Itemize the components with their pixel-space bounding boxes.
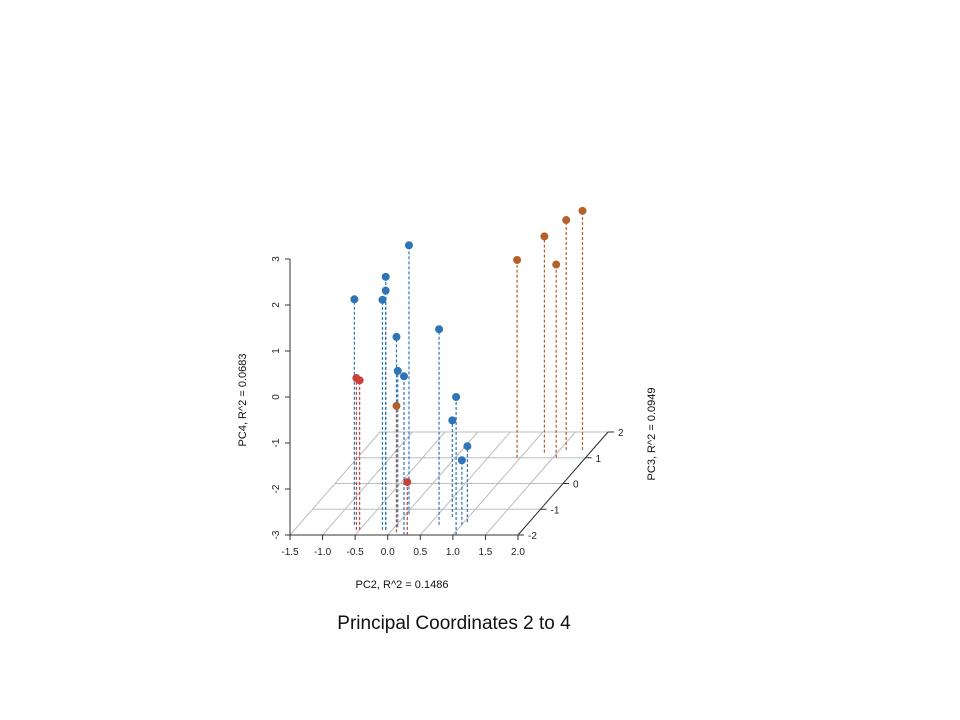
y-tick-label: -1 [551, 505, 560, 516]
data-point [404, 241, 413, 250]
y-tick-label: 0 [573, 480, 579, 491]
x-tick-label: -1.5 [281, 547, 299, 558]
data-point [435, 325, 444, 334]
data-point [403, 478, 412, 487]
data-point [457, 456, 466, 465]
data-point [392, 332, 401, 341]
data-point [392, 401, 401, 410]
data-point [381, 272, 390, 281]
x-tick-label: 0.0 [381, 547, 395, 558]
floor-gridline-x [419, 431, 511, 536]
z-tick-label: -3 [271, 530, 282, 539]
floor-gridline-x [452, 431, 544, 536]
z-tick-label: 1 [271, 348, 282, 354]
z-axis-label: PC4, R^2 = 0.0683 [237, 354, 249, 447]
y-tick-label: 1 [596, 454, 602, 465]
data-point [381, 286, 390, 295]
data-point [393, 366, 402, 375]
floor-gridline-x [322, 431, 413, 536]
data-point [463, 442, 472, 451]
y-axis-label: PC3, R^2 = 0.0949 [646, 388, 658, 481]
x-axis-label: PC2, R^2 = 0.1486 [356, 579, 449, 591]
z-tick-label: 2 [271, 302, 282, 308]
data-point [452, 393, 461, 401]
data-point [400, 372, 408, 381]
x-tick-label: 2.0 [511, 547, 525, 558]
data-point [562, 216, 571, 225]
floor-gridline-x [289, 431, 381, 536]
floor-gridline-x [485, 431, 576, 536]
data-point [552, 260, 561, 269]
z-tick-label: -1 [271, 438, 282, 447]
y-tick-label: 2 [618, 428, 624, 439]
tick-labels: -1.5 -1.0 -0.5 0.0 0.5 1.0 1.5 2.0-2-1012-3-2-1… [271, 256, 624, 558]
data-point [513, 255, 522, 264]
data-point [578, 206, 587, 215]
drop-lines [353, 210, 584, 535]
data-point [540, 232, 549, 241]
x-tick-label: 1.0 [446, 547, 460, 558]
floor-gridline-x [354, 431, 446, 536]
chart-title: Principal Coordinates 2 to 4 [337, 613, 571, 634]
axes [289, 259, 609, 536]
z-tick-label: 3 [271, 256, 282, 262]
data-point [378, 295, 387, 304]
floor-grid [289, 431, 609, 536]
data-point [350, 295, 359, 304]
x-tick-label: 0.5 [413, 547, 427, 558]
x-tick-label: 1.5 [478, 547, 492, 558]
x-tick-label: -0.5 [347, 547, 365, 558]
y-tick-label: -2 [528, 531, 537, 542]
x-tick-label: -1.0 [314, 547, 332, 558]
data-point [355, 376, 364, 385]
data-point [448, 416, 457, 425]
floor-gridline-x [387, 431, 479, 536]
data-points [350, 206, 587, 487]
z-tick-label: 0 [271, 394, 282, 400]
z-tick-label: -2 [271, 484, 282, 493]
